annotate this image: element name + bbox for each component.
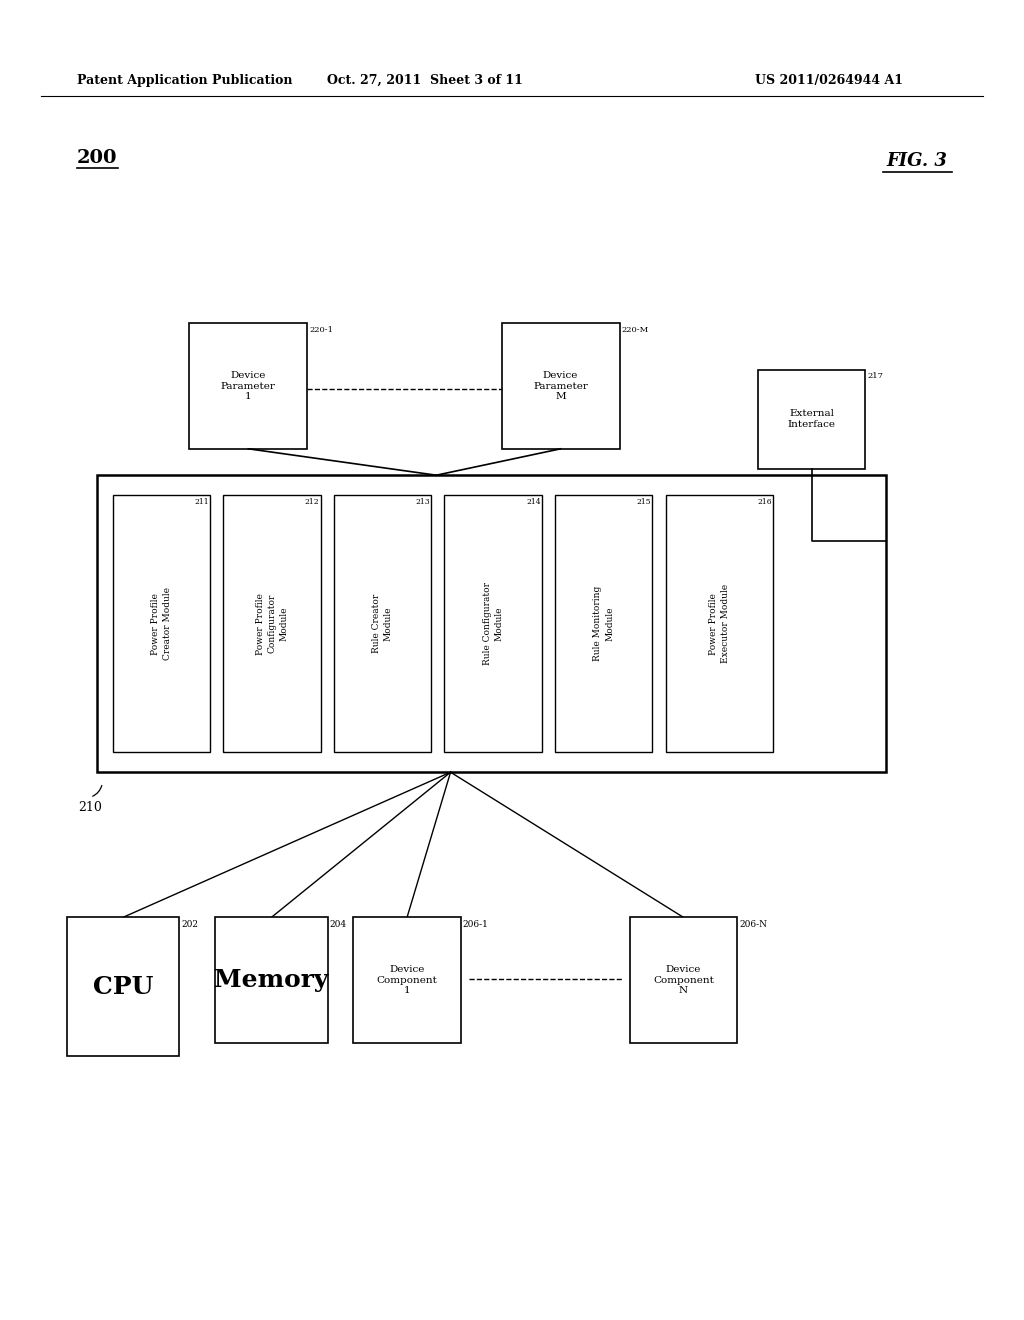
Text: 212: 212 — [305, 498, 319, 506]
Text: Oct. 27, 2011  Sheet 3 of 11: Oct. 27, 2011 Sheet 3 of 11 — [327, 74, 523, 87]
Text: Rule Monitoring
Module: Rule Monitoring Module — [593, 586, 614, 661]
FancyBboxPatch shape — [630, 917, 737, 1043]
Text: 217: 217 — [867, 372, 884, 380]
FancyBboxPatch shape — [502, 323, 620, 449]
Text: Power Profile
Executor Module: Power Profile Executor Module — [709, 585, 730, 663]
FancyBboxPatch shape — [758, 370, 865, 469]
Text: 206-1: 206-1 — [463, 920, 488, 929]
FancyBboxPatch shape — [444, 495, 542, 752]
Text: Power Profile
Configurator
Module: Power Profile Configurator Module — [256, 593, 288, 655]
Text: Rule Creator
Module: Rule Creator Module — [372, 594, 393, 653]
Text: Power Profile
Creator Module: Power Profile Creator Module — [151, 587, 172, 660]
FancyBboxPatch shape — [67, 917, 179, 1056]
Text: Device
Component
1: Device Component 1 — [377, 965, 437, 995]
Text: 204: 204 — [330, 920, 347, 929]
Text: US 2011/0264944 A1: US 2011/0264944 A1 — [756, 74, 903, 87]
Text: FIG. 3: FIG. 3 — [886, 152, 947, 170]
Text: 210: 210 — [78, 801, 102, 814]
Text: Device
Parameter
M: Device Parameter M — [534, 371, 588, 401]
Text: 215: 215 — [637, 498, 651, 506]
Text: Device
Component
N: Device Component N — [653, 965, 714, 995]
Text: 220-1: 220-1 — [309, 326, 333, 334]
Text: Patent Application Publication: Patent Application Publication — [77, 74, 292, 87]
FancyBboxPatch shape — [189, 323, 307, 449]
Text: 202: 202 — [181, 920, 199, 929]
FancyBboxPatch shape — [223, 495, 321, 752]
Text: CPU: CPU — [93, 974, 153, 999]
Text: 216: 216 — [758, 498, 772, 506]
FancyBboxPatch shape — [113, 495, 210, 752]
FancyBboxPatch shape — [555, 495, 652, 752]
FancyBboxPatch shape — [666, 495, 773, 752]
Text: Device
Parameter
1: Device Parameter 1 — [221, 371, 275, 401]
Text: 200: 200 — [77, 149, 118, 168]
Text: 206-N: 206-N — [739, 920, 767, 929]
Text: 213: 213 — [416, 498, 430, 506]
FancyBboxPatch shape — [215, 917, 328, 1043]
Text: 214: 214 — [526, 498, 541, 506]
Text: Rule Configurator
Module: Rule Configurator Module — [482, 582, 504, 665]
Text: 211: 211 — [195, 498, 209, 506]
Text: Memory: Memory — [214, 968, 329, 993]
Text: External
Interface: External Interface — [787, 409, 836, 429]
Text: 220-M: 220-M — [622, 326, 649, 334]
FancyBboxPatch shape — [353, 917, 461, 1043]
FancyBboxPatch shape — [334, 495, 431, 752]
FancyBboxPatch shape — [97, 475, 886, 772]
